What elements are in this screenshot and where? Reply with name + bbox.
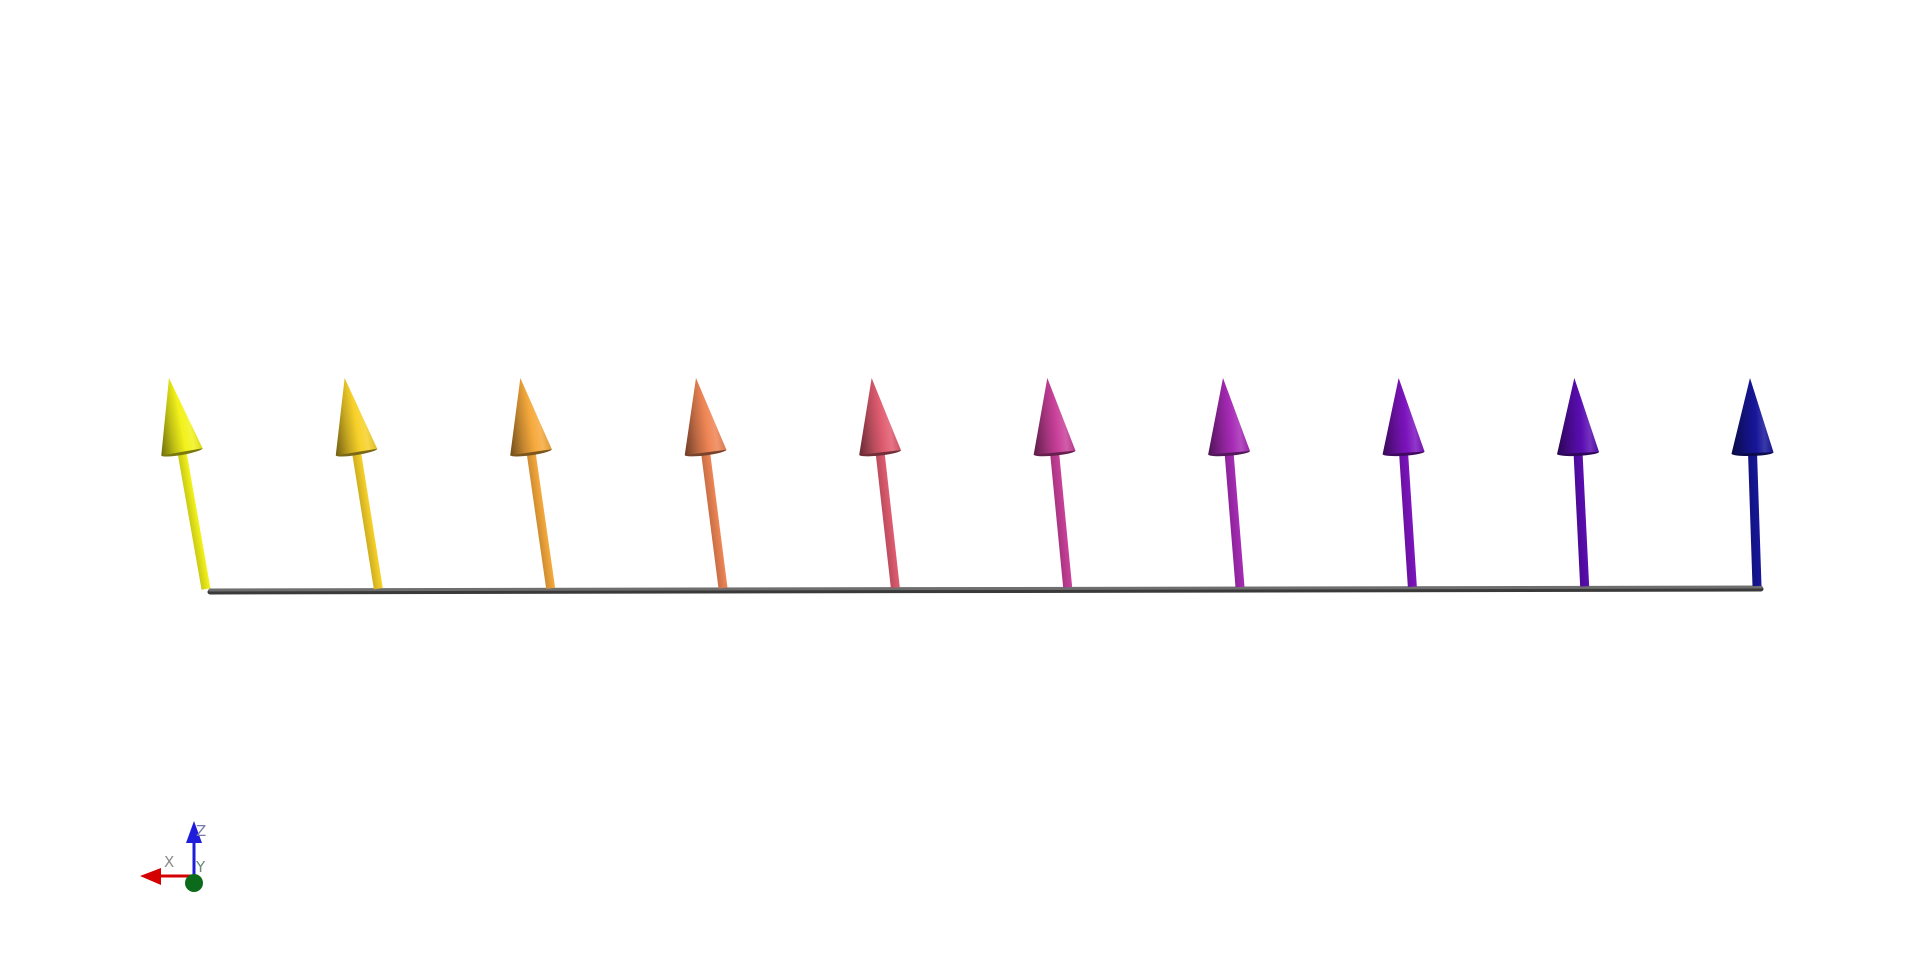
arrow-head-icon	[335, 378, 378, 456]
arrow-shaft	[177, 451, 211, 590]
arrow-glyph	[1557, 378, 1600, 587]
arrow-glyph	[335, 378, 383, 590]
arrow-shaft	[701, 451, 728, 589]
z-axis-label: Z	[196, 822, 206, 840]
arrow-head-icon	[1557, 378, 1600, 454]
arrow-head-icon	[859, 378, 901, 455]
orientation-axes-widget: X Z Y	[140, 821, 206, 892]
x-axis-arrow-icon	[140, 868, 194, 885]
y-axis-label: Y	[195, 858, 206, 876]
arrow-head-icon	[1033, 378, 1076, 455]
arrow-shaft	[1748, 452, 1762, 587]
baseline-rod	[207, 585, 1764, 595]
arrow-head-icon	[510, 378, 552, 456]
arrow-shaft	[1224, 452, 1245, 588]
arrow-glyph	[684, 378, 728, 589]
arrow-glyph	[1731, 378, 1774, 587]
arrow-shaft	[352, 451, 383, 590]
arrow-head-icon	[684, 378, 727, 456]
arrow-shaft	[526, 451, 556, 589]
arrow-shaft	[1050, 452, 1073, 588]
arrow-shaft	[1399, 452, 1417, 587]
y-axis-dot-icon	[185, 874, 203, 892]
z-axis-arrow-icon	[186, 821, 202, 880]
x-axis-label: X	[164, 853, 174, 871]
arrow-glyphs	[161, 378, 1774, 590]
arrow-glyph	[161, 378, 211, 590]
arrow-glyph	[859, 378, 901, 589]
arrow-glyph	[510, 378, 556, 589]
arrow-shaft	[1573, 452, 1590, 587]
arrow-glyph	[1382, 378, 1425, 587]
arrow-glyph	[1033, 378, 1076, 588]
arrow-head-icon	[1382, 378, 1425, 455]
arrow-head-icon	[1208, 378, 1251, 455]
arrow-glyph	[1208, 378, 1251, 588]
arrow-shaft	[875, 452, 900, 589]
arrow-head-icon	[161, 378, 203, 456]
arrow-head-icon	[1731, 378, 1774, 454]
